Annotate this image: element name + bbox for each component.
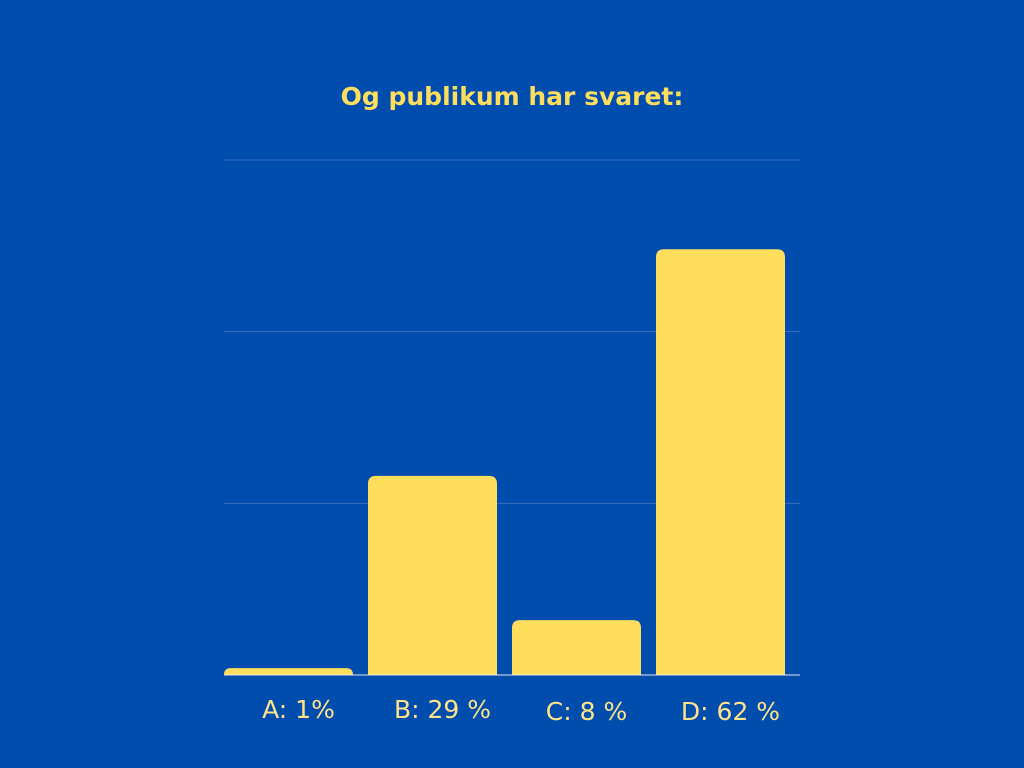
category-labels: A: 1% B: 29 % C: 8 % D: 62 % bbox=[262, 695, 780, 726]
bar-a bbox=[224, 668, 353, 675]
category-label-a: A: 1% bbox=[262, 695, 335, 724]
bar-b bbox=[368, 475, 497, 675]
bar-d bbox=[656, 249, 785, 675]
category-label-d: D: 62 % bbox=[681, 697, 780, 726]
bar-c bbox=[512, 620, 641, 675]
chart-title: Og publikum har svaret: bbox=[340, 82, 684, 111]
category-label-c: C: 8 % bbox=[546, 697, 627, 726]
category-label-b: B: 29 % bbox=[394, 695, 491, 724]
bars bbox=[224, 249, 785, 675]
